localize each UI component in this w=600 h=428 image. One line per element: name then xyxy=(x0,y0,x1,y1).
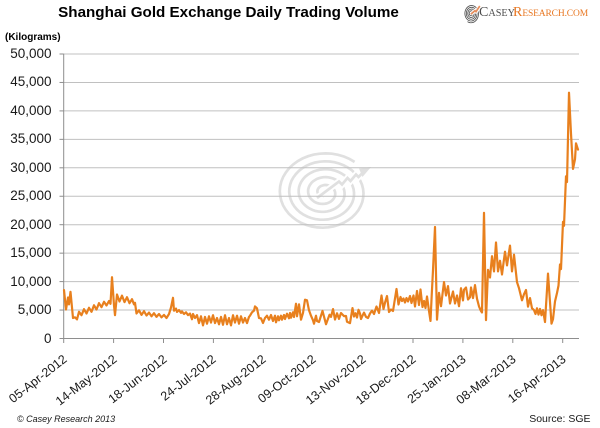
svg-text:CASEY: CASEY xyxy=(479,5,516,20)
svg-text:RESEARCH.COM: RESEARCH.COM xyxy=(513,5,589,20)
